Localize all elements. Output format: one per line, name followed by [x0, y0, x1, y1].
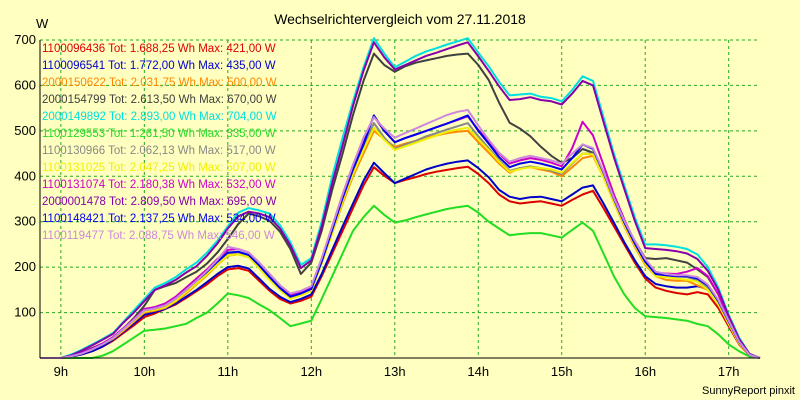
legend-entry-1: 1100096436 Tot: 1.688,25 Wh Max: 421,00 …	[42, 43, 276, 55]
legend-entry-5: 2000149892 Tot: 2.893,00 Wh Max: 704,00 …	[42, 111, 277, 123]
legend-entry-12: 1100119477 Tot: 2.088,75 Wh Max: 546,00 …	[42, 230, 275, 242]
legend-entry-3: 2000150622 Tot: 2.031,75 Wh Max: 500,00 …	[42, 77, 277, 89]
legend-entry-4: 2000154799 Tot: 2.613,50 Wh Max: 670,00 …	[42, 94, 277, 106]
y-tick-label: 200	[14, 259, 36, 274]
x-tick-labels: 9h 10h 11h 12h 13h 14h 15h 16h 17h	[54, 364, 740, 379]
series-lines	[40, 37, 761, 359]
y-tick-label: 700	[14, 32, 36, 47]
legend-entry-7: 1100130966 Tot: 2.062,13 Wh Max: 517,00 …	[42, 145, 276, 157]
legend: 1100096436 Tot: 1.688,25 Wh Max: 421,00 …	[42, 43, 277, 242]
x-tick-label: 15h	[551, 364, 573, 379]
legend-entry-2: 1100096541 Tot: 1.772,00 Wh Max: 435,00 …	[42, 60, 276, 72]
series-line-6	[40, 204, 761, 359]
chart-title: Wechselrichtervergleich vom 27.11.2018	[274, 11, 526, 27]
x-tick-label: 14h	[467, 364, 489, 379]
y-tick-label: 400	[14, 168, 36, 183]
x-tick-label: 11h	[217, 364, 238, 379]
y-tick-label: 500	[14, 123, 36, 138]
x-tick-label: 16h	[634, 364, 656, 379]
y-tick-label: 100	[14, 305, 36, 320]
footer-credit: SunnyReport pinxit	[702, 385, 795, 397]
y-tick-label: 300	[14, 214, 36, 229]
legend-entry-11: 1100148421 Tot: 2.137,25 Wh Max: 534,00 …	[42, 213, 276, 225]
x-tick-label: 9h	[54, 364, 68, 379]
x-tick-label: 10h	[133, 364, 155, 379]
series-line-10	[40, 41, 761, 359]
x-tick-label: 12h	[300, 364, 322, 379]
y-tick-label: 600	[14, 77, 36, 92]
legend-entry-6: 1100129553 Tot: 1.261,50 Wh Max: 335,00 …	[42, 128, 276, 140]
legend-entry-10: 2000001478 Tot: 2.809,50 Wh Max: 695,00 …	[42, 196, 277, 208]
series-line-2	[40, 159, 761, 359]
series-line-12	[40, 109, 761, 359]
x-tick-label: 17h	[718, 364, 740, 379]
series-line-5	[40, 37, 761, 359]
x-tick-label: 13h	[384, 364, 406, 379]
y-axis-unit-label: W	[36, 16, 49, 31]
legend-entry-9: 1100131074 Tot: 2.180,38 Wh Max: 532,00 …	[42, 179, 276, 191]
y-tick-labels: 100 200 300 400 500 600 700	[14, 32, 36, 320]
axes	[39, 40, 760, 359]
legend-entry-8: 1100131025 Tot: 2.047,25 Wh Max: 507,00 …	[42, 162, 276, 174]
